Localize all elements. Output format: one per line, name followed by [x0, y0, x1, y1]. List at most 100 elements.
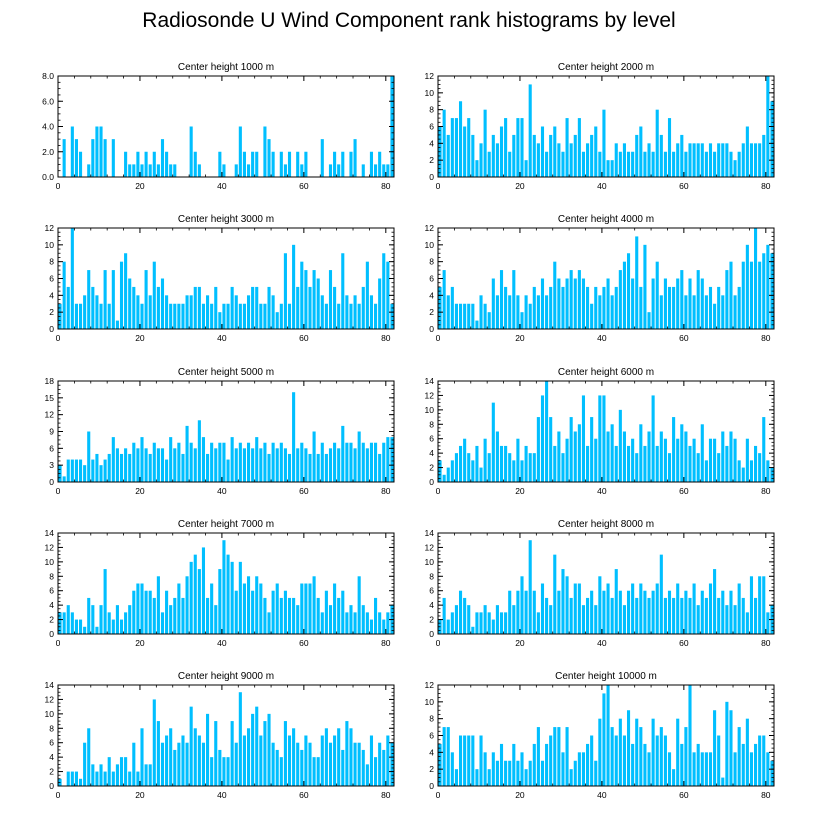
bar: [614, 143, 618, 177]
bar: [267, 453, 271, 482]
bar: [471, 626, 475, 634]
bar: [361, 286, 365, 329]
bar: [103, 270, 107, 329]
bar: [713, 303, 717, 329]
bar: [230, 286, 234, 329]
bar: [378, 151, 382, 177]
bar: [160, 139, 165, 178]
bar: [197, 735, 201, 786]
bar: [639, 583, 643, 634]
x-tick-label: 0: [56, 790, 61, 800]
bar: [300, 261, 304, 329]
bar: [275, 312, 279, 329]
bar: [586, 743, 590, 786]
bar: [296, 286, 300, 329]
bar: [283, 164, 287, 178]
bar: [618, 590, 622, 634]
bar: [78, 303, 83, 329]
bar: [606, 583, 610, 634]
bar: [156, 721, 160, 786]
bar: [152, 261, 156, 329]
y-tick-label: 10: [425, 557, 435, 567]
bar: [128, 164, 132, 178]
bar: [341, 425, 345, 482]
bar: [132, 164, 136, 178]
bar: [181, 597, 185, 634]
bar: [696, 270, 700, 329]
bar: [651, 151, 655, 177]
bar: [296, 742, 300, 786]
bar: [651, 278, 655, 329]
bar: [483, 438, 487, 482]
bar: [328, 742, 333, 786]
y-tick-label: 14: [425, 528, 435, 538]
bar: [230, 437, 234, 482]
bar: [557, 727, 561, 786]
bar: [95, 453, 99, 482]
bar: [741, 743, 745, 786]
x-tick-label: 40: [597, 333, 607, 343]
bar: [279, 757, 283, 786]
bar: [218, 312, 222, 329]
bar: [446, 134, 450, 177]
bar: [111, 771, 115, 786]
y-tick-label: 3: [49, 460, 54, 470]
bar: [713, 710, 717, 786]
bar: [87, 728, 91, 786]
bar: [222, 164, 226, 178]
bar: [659, 431, 663, 482]
bar: [95, 126, 99, 177]
bar: [263, 303, 267, 329]
bar: [495, 431, 499, 482]
bar: [536, 417, 540, 482]
bar: [255, 576, 259, 634]
bar: [214, 448, 218, 482]
bar: [491, 752, 495, 786]
x-tick-label: 60: [299, 638, 309, 648]
x-tick-label: 0: [56, 181, 61, 191]
bar: [708, 583, 713, 634]
bar: [684, 295, 688, 329]
bar: [467, 303, 471, 329]
bar: [337, 164, 341, 178]
y-tick-label: 14: [45, 528, 55, 538]
bar: [111, 270, 115, 329]
bar: [320, 442, 324, 482]
bar: [345, 442, 349, 482]
histogram-panel-5: Center height 5000 m 0 20 40 60 80 0 3 6 9 12 15 18: [45, 367, 395, 496]
bar: [540, 278, 545, 329]
bar: [667, 453, 672, 482]
bar: [663, 735, 667, 786]
histogram-panel-6: Center height 6000 m 0 20 40 60 80 0 2 4 6 8 10 12 14: [425, 367, 775, 496]
x-tick-label: 0: [436, 790, 441, 800]
bar: [581, 278, 586, 329]
bar: [308, 453, 312, 482]
bar: [238, 692, 242, 786]
y-tick-label: 10: [425, 88, 435, 98]
y-tick-label: 6: [49, 274, 54, 284]
bar: [504, 286, 508, 329]
bar: [136, 295, 140, 329]
bar: [312, 431, 316, 482]
bar: [357, 431, 361, 482]
bar: [639, 727, 643, 786]
bar: [659, 554, 663, 634]
y-tick-label: 8: [49, 571, 54, 581]
bar: [729, 261, 733, 329]
bar: [442, 727, 446, 786]
bar: [349, 728, 353, 786]
bar: [762, 253, 766, 329]
x-tick-label: 40: [217, 486, 227, 496]
bar: [549, 134, 553, 177]
bar: [495, 605, 499, 634]
bar: [516, 438, 520, 482]
bar: [631, 583, 635, 634]
bar: [156, 164, 160, 178]
bar: [635, 134, 639, 177]
bar: [508, 295, 512, 329]
bar: [704, 151, 708, 177]
bar: [598, 395, 602, 482]
x-tick-label: 80: [381, 181, 391, 191]
y-tick-label: 10: [45, 709, 55, 719]
bar: [610, 160, 614, 177]
